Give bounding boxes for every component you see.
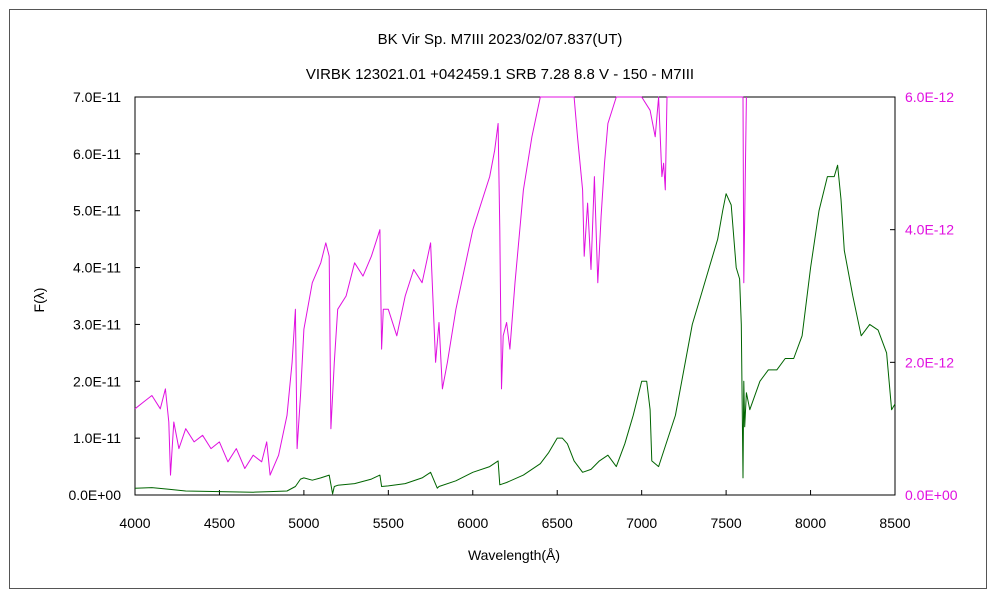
series-line-right-axis (134, 96, 747, 476)
y-tick-label: 1.0E-11 (73, 430, 121, 446)
x-axis-ticks: 4000 4500 5000 5500 6000 6500 7000 7500 8000 8500 (119, 490, 911, 531)
x-tick-label: 5500 (373, 515, 404, 531)
x-tick-label: 8000 (795, 515, 826, 531)
y-tick-label: 6.0E-11 (73, 146, 121, 162)
chart-frame (9, 9, 987, 589)
x-tick-label: 5000 (288, 515, 319, 531)
x-tick-label: 4500 (204, 515, 235, 531)
x-tick-label: 7000 (626, 515, 657, 531)
series-line-left-axis (134, 164, 896, 495)
y-tick-label: 5.0E-11 (73, 203, 121, 219)
series-layer (134, 96, 896, 495)
y2-tick-label: 4.0E-12 (905, 222, 954, 238)
right-axis-ticks: 0.0E+00 2.0E-12 4.0E-12 6.0E-12 (890, 89, 958, 503)
chart-title: BK Vir Sp. M7III 2023/02/07.837(UT) (378, 31, 623, 48)
y2-tick-label: 2.0E-12 (905, 354, 954, 370)
y2-tick-label: 0.0E+00 (905, 487, 958, 503)
y-axis-label: F(λ) (31, 288, 47, 313)
chart-subtitle: VIRBK 123021.01 +042459.1 SRB 7.28 8.8 V… (306, 66, 694, 83)
x-tick-label: 7500 (711, 515, 742, 531)
x-tick-label: 6000 (457, 515, 488, 531)
y-tick-label: 2.0E-11 (73, 373, 121, 389)
y2-tick-label: 6.0E-12 (905, 89, 954, 105)
y-tick-label: 7.0E-11 (73, 89, 121, 105)
y-tick-label: 0.0E+00 (68, 487, 121, 503)
x-tick-label: 6500 (542, 515, 573, 531)
x-tick-label: 8500 (879, 515, 910, 531)
plot-area (134, 96, 896, 496)
left-axis-ticks: 0.0E+00 1.0E-11 2.0E-11 3.0E-11 4.0E-11 5.0E-… (68, 89, 140, 503)
x-axis-label: Wavelength(Å) (468, 547, 560, 563)
y-tick-label: 3.0E-11 (73, 316, 121, 332)
x-tick-label: 4000 (119, 515, 150, 531)
y-tick-label: 4.0E-11 (73, 260, 121, 276)
